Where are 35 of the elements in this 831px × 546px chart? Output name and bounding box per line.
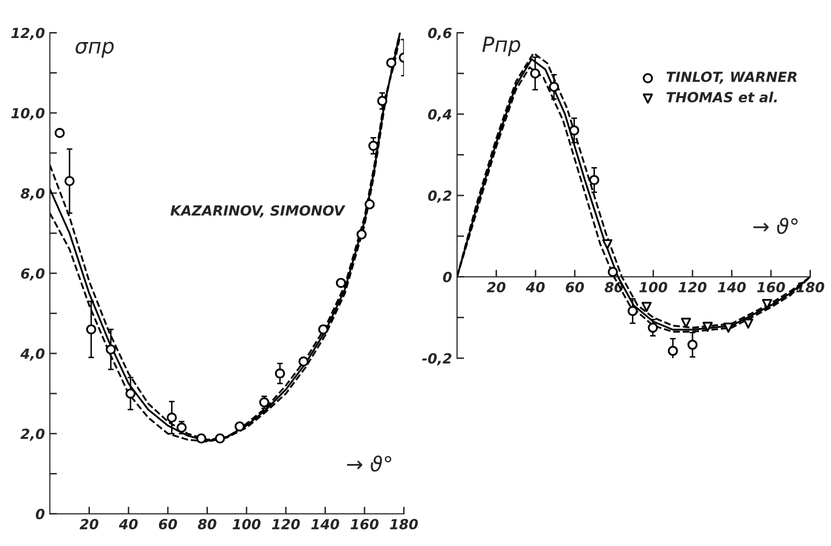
x-axis-title: → ϑ° (347, 455, 392, 472)
x-tick-label: 160 (757, 282, 785, 292)
y-tick-label: 0,2 (428, 190, 452, 203)
legend-label: THOMAS et al. (666, 92, 777, 102)
y-tick-label: 0,6 (428, 28, 452, 40)
legend-label: TINLOT, WARNER (666, 72, 797, 84)
y-tick-label: 12,0 (11, 28, 45, 40)
x-tick-label: 120 (678, 282, 706, 292)
x-tick-label: 40 (526, 282, 545, 292)
x-tick-label: 180 (390, 518, 418, 530)
x-tick-label: 60 (158, 518, 178, 530)
y-tick-label: 8,0 (20, 188, 45, 200)
y-axis-title: σпр (76, 42, 114, 58)
y-tick-label: 10,0 (11, 108, 45, 120)
x-tick-label: 60 (566, 282, 584, 292)
y-tick-label: 4,0 (20, 348, 45, 361)
y-tick-label: 0,4 (428, 109, 452, 122)
x-axis-title: → ϑ° (753, 218, 798, 234)
x-tick-label: 140 (718, 282, 746, 292)
annotation: KAZARINOV, SIMONOV (170, 205, 346, 218)
y-tick-label: 2,0 (20, 428, 45, 441)
x-tick-label: 100 (232, 518, 261, 530)
x-tick-label: 80 (198, 518, 216, 530)
y-tick-label: 6,0 (21, 268, 45, 281)
y-tick-label: -0,2 (422, 353, 452, 366)
y-tick-label: 0 (443, 272, 452, 282)
x-tick-label: 20 (486, 282, 506, 292)
x-tick-label: 40 (118, 518, 138, 530)
x-tick-label: 160 (350, 518, 379, 530)
x-tick-label: 20 (80, 518, 98, 530)
x-tick-label: 120 (272, 518, 300, 530)
x-tick-label: 100 (639, 282, 668, 292)
x-tick-label: 140 (311, 518, 340, 530)
y-tick-label: 0 (36, 508, 45, 520)
y-axis-title: Pпр (482, 36, 520, 56)
